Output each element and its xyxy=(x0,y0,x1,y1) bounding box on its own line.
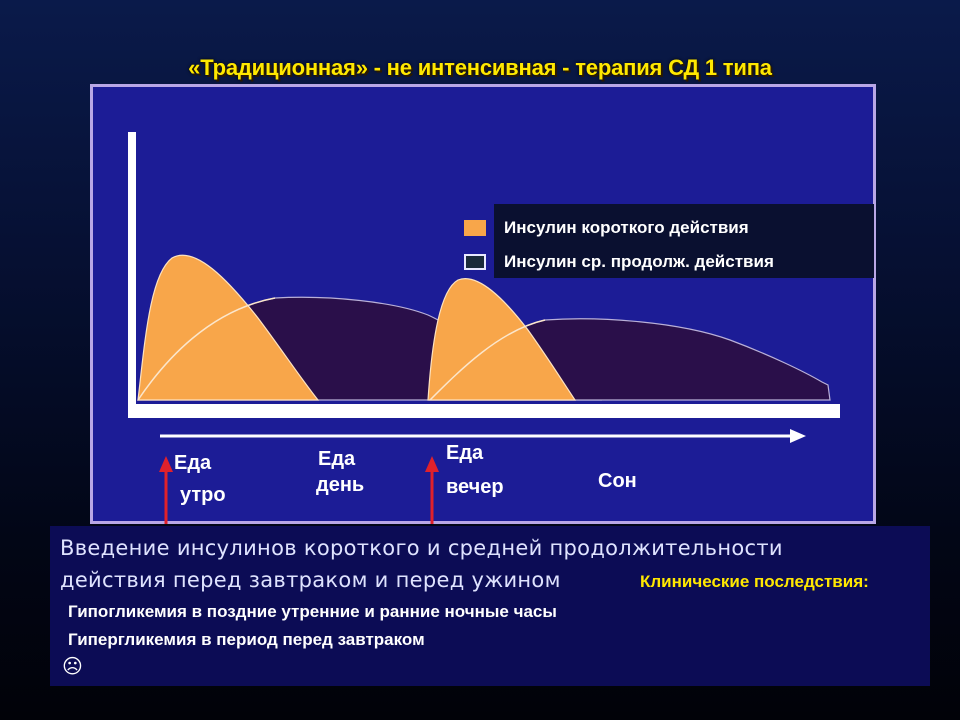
legend-label-medium: Инсулин ср. продолж. действия xyxy=(504,252,774,271)
legend-item-medium: Инсулин ср. продолж. действия xyxy=(464,248,874,276)
legend-label-short: Инсулин короткого действия xyxy=(504,218,749,237)
injection-arrow-morning-head xyxy=(159,456,173,472)
legend-swatch-medium xyxy=(464,254,486,270)
consequence-hyperglycemia: Гипергликемия в период перед завтраком xyxy=(68,630,425,649)
legend-swatch-short xyxy=(464,220,486,236)
sad-face-icon: ☹ xyxy=(62,656,83,678)
medium-insulin-overlap-line-morning xyxy=(137,297,276,401)
meal-morning-label: Еда xyxy=(174,452,212,474)
short-insulin-curve-morning xyxy=(137,254,320,401)
consequences-heading: Клинические последствия: xyxy=(640,572,869,591)
info-box: Введение инсулинов короткого и средней п… xyxy=(50,526,930,686)
meal-morning-sublabel: утро xyxy=(180,484,226,506)
x-axis xyxy=(128,404,840,418)
legend: Инсулин короткого действия Инсулин ср. п… xyxy=(464,204,874,278)
meal-evening-label: Еда xyxy=(446,442,484,464)
meal-evening-sublabel: вечер xyxy=(446,476,504,498)
meal-day-sublabel: день xyxy=(316,474,365,496)
sleep-label: Сон xyxy=(598,470,637,492)
injection-arrow-evening-head xyxy=(425,456,439,472)
consequence-hypoglycemia: Гипогликемия в поздние утренние и ранние… xyxy=(68,602,557,621)
legend-item-short: Инсулин короткого действия xyxy=(464,214,874,242)
y-axis xyxy=(128,132,136,418)
info-text-line1: Введение инсулинов короткого и средней п… xyxy=(60,536,783,560)
time-arrow-head xyxy=(790,429,806,443)
slide-title: «Традиционная» - не интенсивная - терапи… xyxy=(188,55,772,80)
medium-insulin-overlap-line-evening xyxy=(429,319,546,401)
meal-day-label: Еда xyxy=(318,448,356,470)
info-text-line2: действия перед завтраком и перед ужином xyxy=(60,568,561,592)
